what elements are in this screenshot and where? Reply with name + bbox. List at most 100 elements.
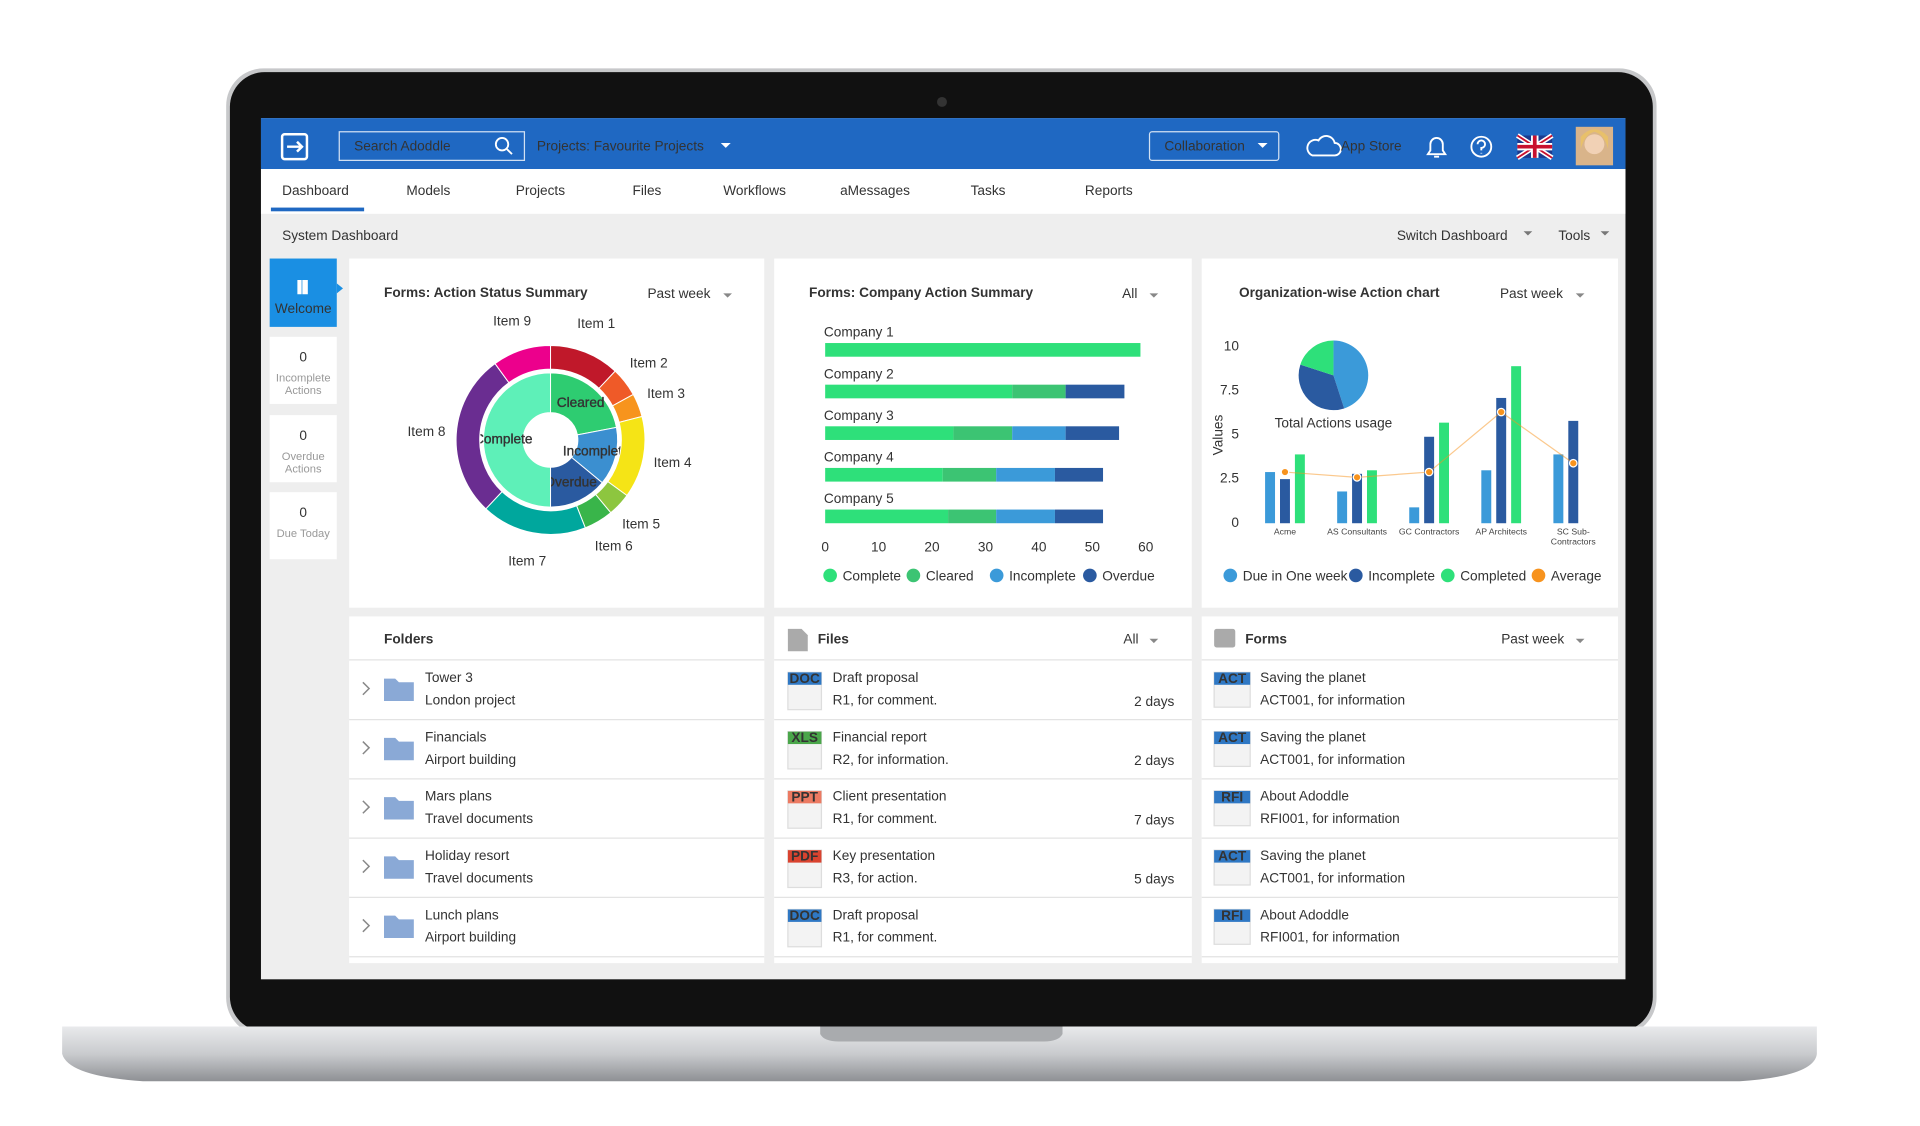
bar xyxy=(1568,420,1579,524)
inner-label: Overdue xyxy=(544,474,596,489)
category-label: Company 3 xyxy=(824,408,894,423)
chart-title: Forms: Action Status Summary xyxy=(384,285,588,300)
list-row[interactable] xyxy=(349,661,765,719)
x-tick-label-box: AS Consultants xyxy=(1327,528,1387,537)
item-detail: RFI001, for information xyxy=(1260,930,1400,945)
welcome-label: Welcome xyxy=(275,301,332,316)
list-row[interactable] xyxy=(349,720,765,778)
stat-label-box: Incomplete Actions xyxy=(275,372,331,397)
list-row[interactable] xyxy=(774,720,1192,778)
form-tag xyxy=(1214,850,1251,863)
nav-tab[interactable]: aMessages xyxy=(840,183,910,198)
help-icon[interactable] xyxy=(1470,135,1493,158)
outer-label: Item 2 xyxy=(630,355,668,370)
item-detail: R3, for action. xyxy=(833,870,918,885)
bar xyxy=(1366,470,1377,524)
nav-tab[interactable]: Models xyxy=(406,183,450,198)
legend-label: Overdue xyxy=(1102,568,1154,583)
dropdown-caret xyxy=(1600,231,1610,236)
list-row[interactable] xyxy=(1201,779,1619,837)
avatar[interactable] xyxy=(1575,126,1614,166)
nav-tab[interactable]: Tasks xyxy=(971,183,1006,198)
list-row[interactable] xyxy=(1201,898,1619,956)
switch-dashboard[interactable]: Switch Dashboard xyxy=(1397,228,1508,243)
cloud-icon[interactable] xyxy=(1306,135,1342,157)
search-icon-handle xyxy=(506,148,513,155)
list-row[interactable] xyxy=(349,779,765,837)
legend-label: Incomplete xyxy=(1368,568,1435,583)
panel-filter[interactable]: All xyxy=(1123,632,1138,647)
outer-label: Item 9 xyxy=(493,313,531,328)
app-store-label: App Store xyxy=(1341,138,1402,153)
item-detail: RFI001, for information xyxy=(1260,811,1400,826)
category-label: Company 1 xyxy=(824,325,894,340)
item-detail: Travel documents xyxy=(425,811,533,826)
list-row[interactable] xyxy=(774,661,1192,719)
bell-icon[interactable] xyxy=(1426,137,1448,158)
item-name: Key presentation xyxy=(833,848,936,863)
list-row[interactable] xyxy=(774,898,1192,956)
list-row[interactable] xyxy=(774,779,1192,837)
legend-label: Incomplete xyxy=(1009,568,1076,583)
bar xyxy=(1496,397,1507,524)
search-box[interactable] xyxy=(338,131,526,161)
list-row[interactable] xyxy=(774,839,1192,897)
form-tag-label: ACT xyxy=(1218,671,1247,686)
item-detail: R2, for information. xyxy=(833,752,949,767)
inner-label: Complete xyxy=(474,432,532,447)
chart-panel xyxy=(349,258,765,608)
chart-filter[interactable]: All xyxy=(1122,286,1137,301)
dropdown-caret xyxy=(1523,231,1533,236)
item-name: Financials xyxy=(425,729,487,744)
y-tick-label: 0 xyxy=(1231,515,1239,530)
nav-tab[interactable]: Workflows xyxy=(723,183,786,198)
book-icon xyxy=(296,279,309,295)
stat-tile[interactable] xyxy=(269,336,337,404)
forms-icon xyxy=(1214,628,1236,648)
legend-swatch xyxy=(1083,568,1097,583)
item-detail: Airport building xyxy=(425,930,516,945)
uk-flag[interactable] xyxy=(1516,133,1554,160)
bar-segment xyxy=(1012,426,1066,440)
base-notch xyxy=(820,1026,1063,1042)
item-detail: R1, for comment. xyxy=(833,930,938,945)
inner-segment xyxy=(550,372,618,436)
stat-tile[interactable] xyxy=(269,492,337,560)
chart-filter[interactable]: Past week xyxy=(1500,286,1563,301)
bar-segment xyxy=(942,467,997,482)
list-row[interactable] xyxy=(1201,720,1619,778)
nav-tab[interactable]: Projects xyxy=(516,183,566,198)
search-icon[interactable] xyxy=(494,137,510,152)
nav-tab[interactable]: Reports xyxy=(1085,183,1133,198)
chart-filter[interactable]: Past week xyxy=(647,286,710,301)
file-tag xyxy=(787,909,822,922)
x-tick-label-box: Acme xyxy=(1273,528,1297,537)
file-tag-label: XLS xyxy=(791,730,818,745)
legend-swatch xyxy=(1531,568,1546,583)
dropdown-caret xyxy=(1149,638,1159,644)
list-row[interactable] xyxy=(349,898,765,956)
form-tag xyxy=(1214,672,1251,685)
file-tag-label: DOC xyxy=(789,908,819,923)
stat-tile[interactable] xyxy=(269,415,337,483)
item-detail: R1, for comment. xyxy=(833,811,938,826)
item-name: Lunch plans xyxy=(425,907,499,922)
expand-chevron xyxy=(362,800,371,814)
panel-filter[interactable]: Past week xyxy=(1501,632,1564,647)
nav-tab[interactable]: Files xyxy=(633,183,662,198)
folder-icon xyxy=(384,856,414,879)
tools-menu[interactable]: Tools xyxy=(1558,228,1590,243)
nav-tab[interactable]: Dashboard xyxy=(282,183,349,198)
list-row[interactable] xyxy=(1201,661,1619,719)
collaboration-button[interactable] xyxy=(1148,131,1280,161)
item-age: 2 days xyxy=(1134,694,1174,709)
help-glyph xyxy=(1476,139,1486,154)
stat-label: Incomplete Actions xyxy=(275,372,331,397)
item-name: Client presentation xyxy=(833,789,947,804)
bar-segment xyxy=(825,343,1141,357)
list-row[interactable] xyxy=(1201,839,1619,897)
list-row[interactable] xyxy=(349,839,765,897)
x-tick-label: Acme xyxy=(1273,528,1297,537)
bar xyxy=(1294,454,1305,524)
